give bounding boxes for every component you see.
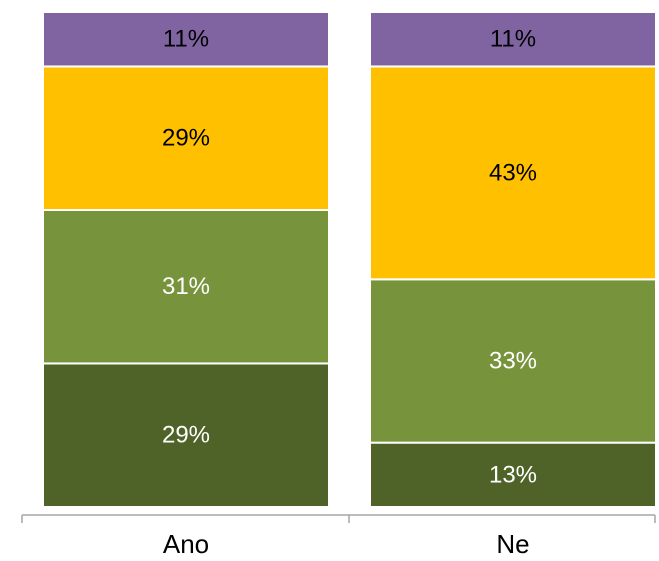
bar-segment-ne-3 xyxy=(369,11,657,68)
category-labels: Ano Ne xyxy=(163,529,530,559)
value-label-ano-3: 11% xyxy=(163,26,209,53)
value-label-ne-1: 33% xyxy=(489,347,537,374)
bar-segments xyxy=(42,11,657,509)
value-label-ne-2: 43% xyxy=(489,159,537,186)
value-labels: 29% 31% 29% 11% 13% 33% 43% 11% xyxy=(162,26,537,489)
value-label-ano-2: 29% xyxy=(162,125,210,152)
value-label-ne-3: 11% xyxy=(490,26,536,53)
category-label-ne: Ne xyxy=(496,529,529,559)
bar-segment-ano-3 xyxy=(42,11,330,68)
value-label-ano-1: 31% xyxy=(162,273,210,300)
value-label-ne-0: 13% xyxy=(489,461,537,488)
bar-segment-ne-0 xyxy=(369,441,657,508)
bar-segment-ne-2 xyxy=(369,65,657,281)
value-label-ano-0: 29% xyxy=(162,422,210,449)
bar-segment-ne-1 xyxy=(369,278,657,444)
x-axis xyxy=(21,514,656,523)
bar-segment-ano-0 xyxy=(42,362,330,509)
bar-segment-ano-1 xyxy=(42,209,330,365)
category-label-ano: Ano xyxy=(163,529,209,559)
